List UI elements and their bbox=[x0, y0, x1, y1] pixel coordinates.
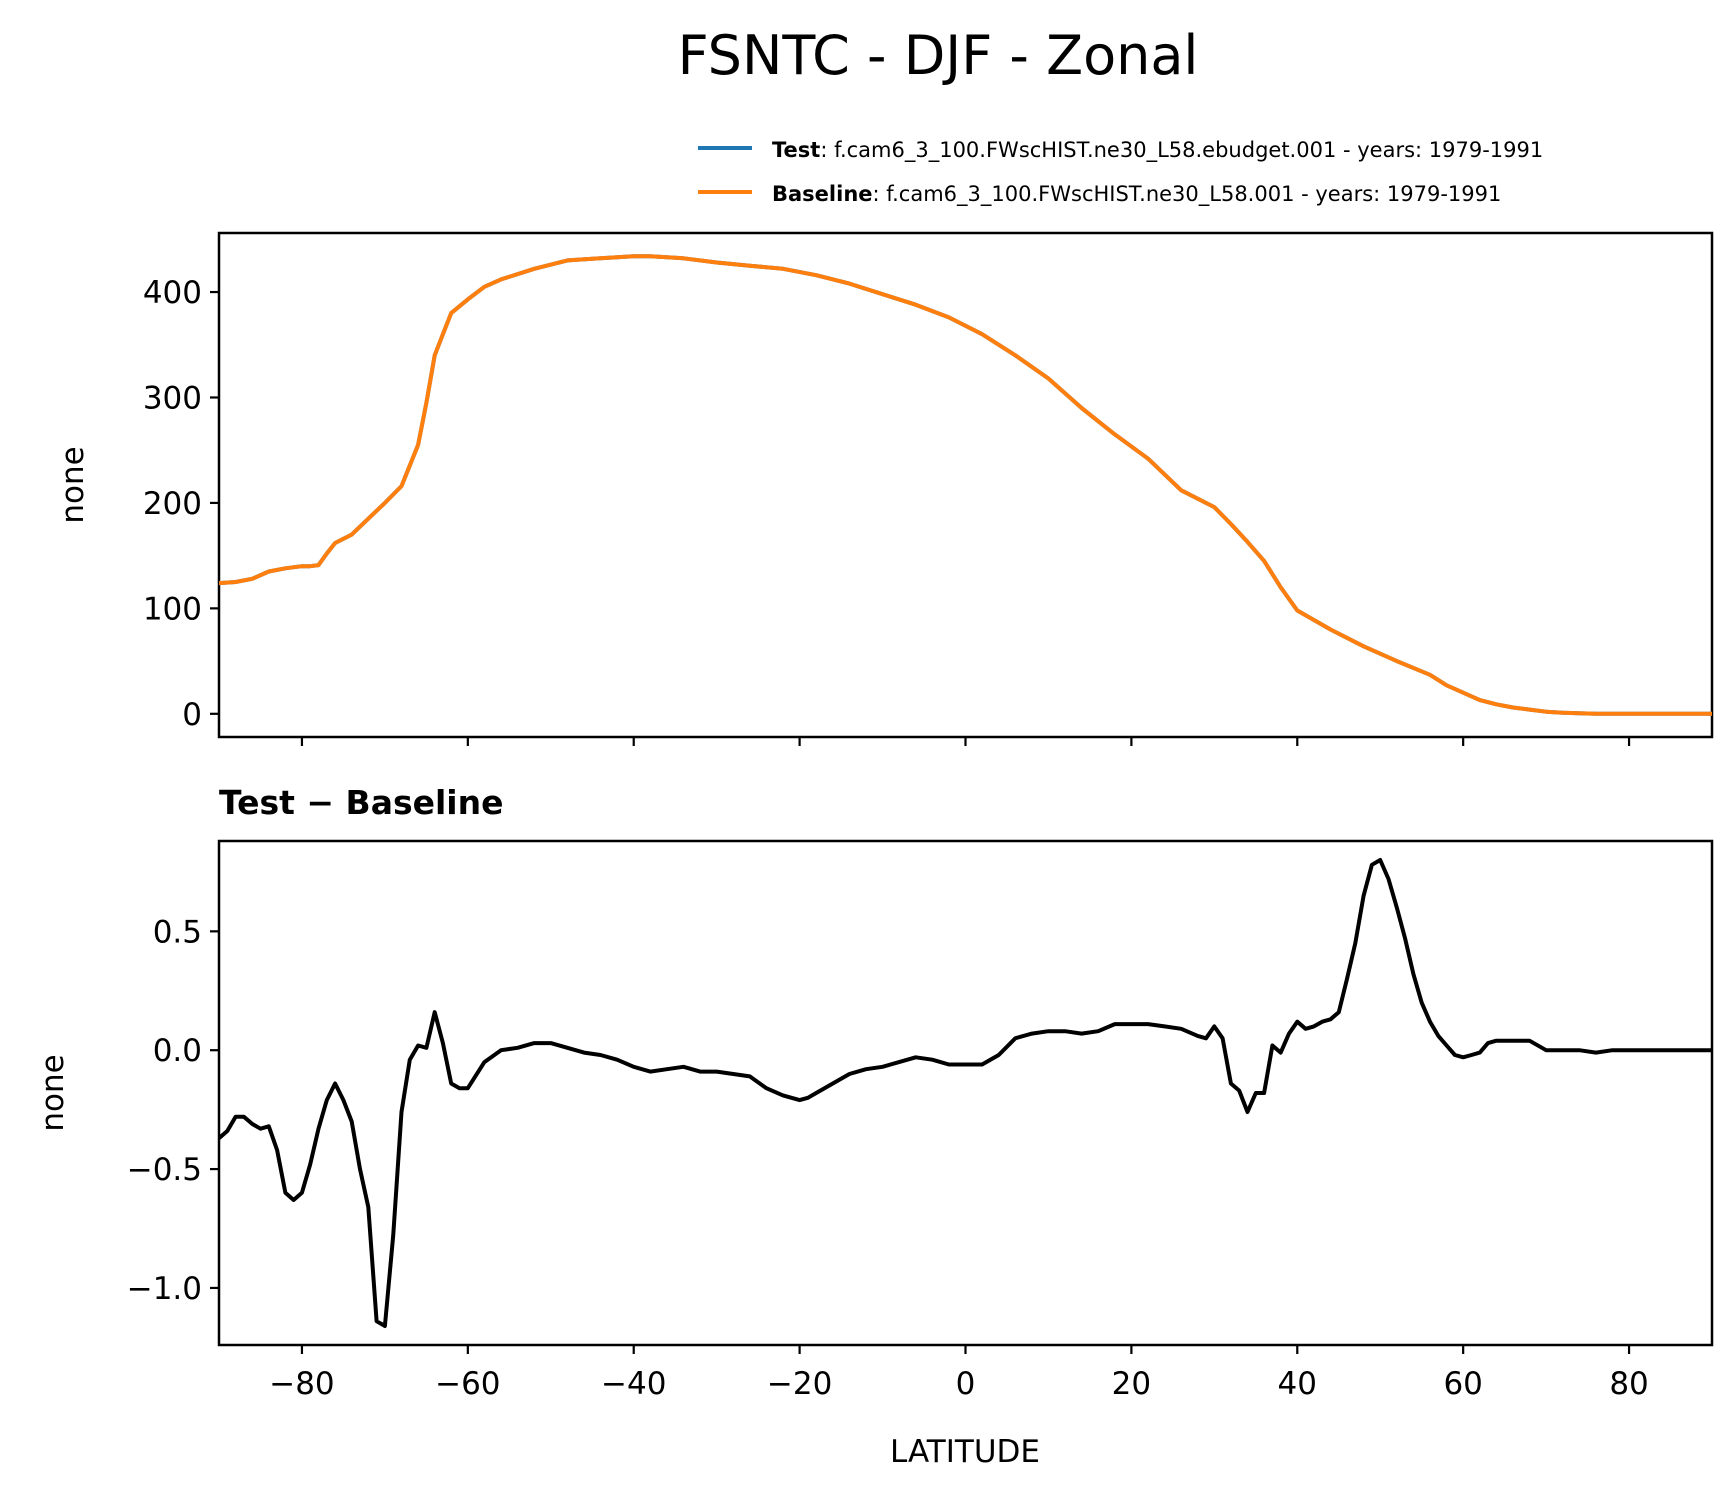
y-tick-label: 0.0 bbox=[153, 1033, 202, 1069]
figure-title: FSNTC - DJF - Zonal bbox=[678, 24, 1199, 87]
top-panel: none 0 100 200 300 400 bbox=[55, 231, 1714, 746]
y-tick-label: −0.5 bbox=[127, 1152, 202, 1188]
legend-label-baseline-name: Baseline bbox=[772, 182, 873, 206]
x-tick-label: 40 bbox=[1278, 1366, 1317, 1402]
x-tick-label: −40 bbox=[601, 1366, 666, 1402]
bottom-panel-title: Test − Baseline bbox=[219, 783, 504, 822]
x-tick-label: 0 bbox=[956, 1366, 976, 1402]
top-ylabel: none bbox=[55, 446, 91, 523]
y-tick-label: 300 bbox=[143, 380, 202, 416]
legend-label-test-desc: : f.cam6_3_100.FWscHIST.ne30_L58.ebudget… bbox=[820, 138, 1543, 163]
x-tick-label: −60 bbox=[435, 1366, 500, 1402]
y-tick-label: 400 bbox=[143, 275, 202, 311]
legend-label-test: Test: f.cam6_3_100.FWscHIST.ne30_L58.ebu… bbox=[772, 138, 1543, 163]
x-tick-label: −80 bbox=[269, 1366, 334, 1402]
y-tick-label: 0 bbox=[182, 697, 202, 733]
y-tick-label: −1.0 bbox=[127, 1271, 202, 1307]
top-panel-frame bbox=[217, 231, 1714, 739]
x-tick-label: 20 bbox=[1112, 1366, 1151, 1402]
legend-label-baseline: Baseline: f.cam6_3_100.FWscHIST.ne30_L58… bbox=[772, 182, 1501, 207]
x-tick-label: 60 bbox=[1443, 1366, 1482, 1402]
bottom-panel: Test − Baseline none LATITUDE −1.0 −0.5 0.… bbox=[35, 783, 1714, 1470]
bottom-panel-frame bbox=[217, 839, 1714, 1347]
legend-label-test-name: Test bbox=[772, 138, 820, 162]
x-tick-label: −20 bbox=[767, 1366, 832, 1402]
legend: Test: f.cam6_3_100.FWscHIST.ne30_L58.ebu… bbox=[698, 138, 1543, 207]
series-line-baseline bbox=[219, 254, 1712, 716]
bottom-xlabel: LATITUDE bbox=[890, 1434, 1040, 1470]
y-tick-label: 100 bbox=[143, 591, 202, 627]
series-line-difference bbox=[219, 858, 1712, 1328]
bottom-ylabel: none bbox=[35, 1054, 71, 1131]
y-tick-label: 0.5 bbox=[153, 914, 202, 950]
x-tick-label: 80 bbox=[1609, 1366, 1648, 1402]
legend-label-baseline-desc: : f.cam6_3_100.FWscHIST.ne30_L58.001 - y… bbox=[873, 182, 1502, 207]
y-tick-label: 200 bbox=[143, 486, 202, 522]
